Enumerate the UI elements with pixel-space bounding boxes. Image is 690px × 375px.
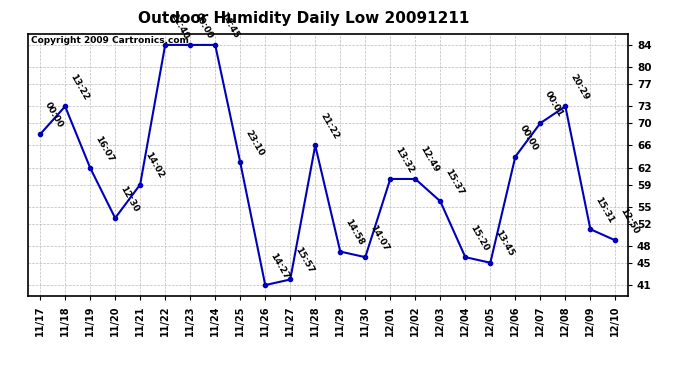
Text: 13:45: 13:45 [493,229,515,258]
Text: 15:37: 15:37 [443,167,466,197]
Text: 00:00: 00:00 [518,123,540,152]
Text: Copyright 2009 Cartronics.com: Copyright 2009 Cartronics.com [30,36,188,45]
Text: 12:49: 12:49 [418,145,440,174]
Text: 14:02: 14:02 [143,151,166,180]
Text: 00:00: 00:00 [43,101,65,130]
Text: 16:07: 16:07 [93,134,115,164]
Text: 15:57: 15:57 [293,246,315,275]
Text: 14:07: 14:07 [368,223,391,253]
Text: 15:20: 15:20 [469,224,491,253]
Text: 14:58: 14:58 [343,218,366,247]
Text: 23:10: 23:10 [243,129,265,158]
Text: 22:40: 22:40 [168,11,190,40]
Text: 20:29: 20:29 [569,73,591,102]
Text: 21:22: 21:22 [318,112,340,141]
Text: 13:22: 13:22 [68,73,90,102]
Text: 00:01: 00:01 [543,90,565,118]
Text: 13:32: 13:32 [393,145,415,174]
Text: 15:31: 15:31 [593,195,615,225]
Text: 14:27: 14:27 [268,251,290,280]
Text: 12:30: 12:30 [118,184,140,214]
Text: 14:45: 14:45 [218,11,240,40]
Text: 12:50: 12:50 [618,207,640,236]
Text: 00:00: 00:00 [193,12,215,40]
Text: Outdoor Humidity Daily Low 20091211: Outdoor Humidity Daily Low 20091211 [138,11,469,26]
